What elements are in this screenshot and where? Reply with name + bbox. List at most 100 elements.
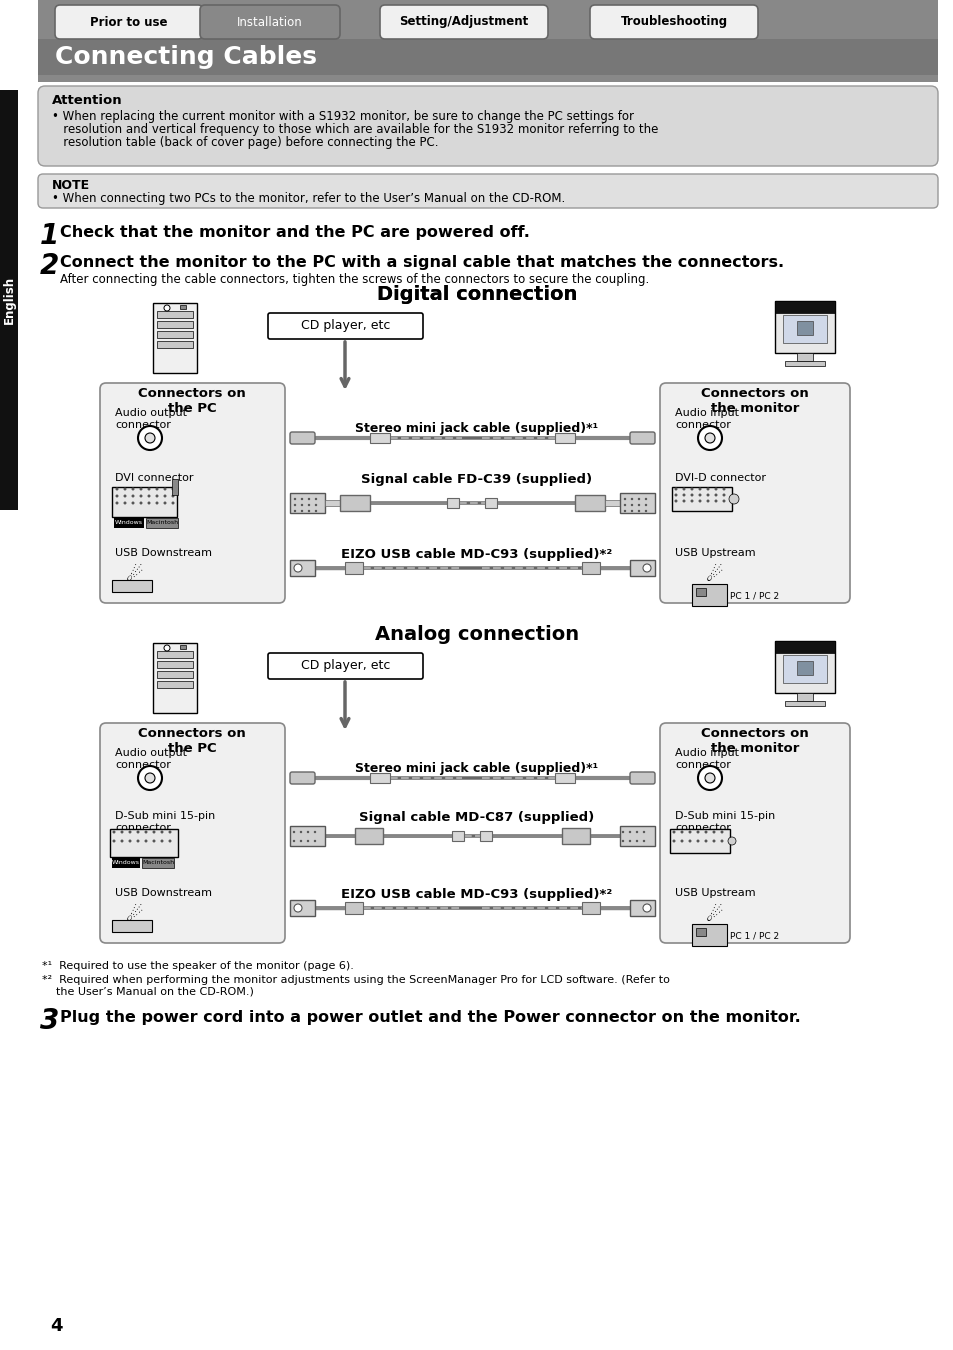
Circle shape [129, 840, 132, 842]
Circle shape [720, 830, 722, 833]
Text: Audio input
connector: Audio input connector [675, 408, 739, 429]
Text: Plug the power cord into a power outlet and the Power connector on the monitor.: Plug the power cord into a power outlet … [60, 1010, 800, 1025]
Circle shape [152, 840, 155, 842]
Text: DVI connector: DVI connector [115, 472, 193, 483]
Bar [479, 832, 492, 841]
Text: Signal cable MD-C87 (supplied): Signal cable MD-C87 (supplied) [359, 811, 594, 824]
Circle shape [690, 500, 693, 502]
FancyBboxPatch shape [290, 432, 314, 444]
Text: Analog connection: Analog connection [375, 625, 578, 644]
Text: resolution and vertical frequency to those which are available for the S1932 mon: resolution and vertical frequency to tho… [52, 123, 658, 136]
Circle shape [136, 830, 139, 833]
Bar [370, 774, 390, 783]
Circle shape [690, 494, 693, 497]
Text: Connecting Cables: Connecting Cables [55, 45, 316, 69]
Bar [180, 305, 186, 309]
Circle shape [642, 904, 650, 913]
FancyBboxPatch shape [268, 653, 422, 679]
Bar [355, 828, 382, 844]
Circle shape [644, 510, 646, 512]
Bar [172, 479, 178, 495]
Circle shape [696, 840, 699, 842]
Text: CD player, etc: CD player, etc [300, 660, 390, 672]
Circle shape [139, 487, 142, 490]
Circle shape [681, 494, 685, 497]
Text: Connectors on
the monitor: Connectors on the monitor [700, 387, 808, 414]
Bar [555, 433, 575, 443]
FancyBboxPatch shape [659, 724, 849, 944]
Bar [157, 651, 193, 657]
Text: *²  Required when performing the monitor adjustments using the ScreenManager Pro: *² Required when performing the monitor … [42, 975, 669, 985]
Bar [290, 560, 314, 576]
Circle shape [172, 494, 174, 498]
Text: Stereo mini jack cable (supplied)*¹: Stereo mini jack cable (supplied)*¹ [355, 423, 598, 435]
Text: CD player, etc: CD player, etc [300, 320, 390, 332]
Circle shape [672, 830, 675, 833]
Text: D-Sub mini 15-pin
connector: D-Sub mini 15-pin connector [115, 811, 215, 833]
Bar [142, 859, 173, 868]
Bar [796, 321, 812, 335]
Circle shape [644, 498, 646, 501]
Circle shape [169, 830, 172, 833]
Circle shape [712, 830, 715, 833]
Text: After connecting the cable connectors, tighten the screws of the connectors to s: After connecting the cable connectors, t… [60, 273, 649, 286]
Circle shape [698, 494, 700, 497]
Circle shape [120, 840, 123, 842]
Circle shape [674, 487, 677, 490]
Bar [110, 829, 178, 857]
Circle shape [293, 840, 294, 842]
Bar [671, 487, 731, 512]
Circle shape [294, 498, 295, 501]
Text: USB Downstream: USB Downstream [115, 548, 212, 558]
Bar [157, 680, 193, 688]
Circle shape [638, 510, 639, 512]
Bar [112, 580, 152, 593]
Text: Digital connection: Digital connection [376, 285, 577, 304]
Circle shape [714, 494, 717, 497]
Bar [152, 302, 196, 373]
Circle shape [628, 830, 631, 833]
Circle shape [120, 830, 123, 833]
FancyBboxPatch shape [659, 383, 849, 603]
Bar [555, 774, 575, 783]
Circle shape [308, 510, 310, 512]
Text: Audio output
connector: Audio output connector [115, 408, 187, 429]
Bar [629, 560, 655, 576]
Text: English: English [3, 275, 15, 324]
Text: Connect the monitor to the PC with a signal cable that matches the connectors.: Connect the monitor to the PC with a sig… [60, 255, 783, 270]
Bar [146, 518, 178, 528]
Circle shape [132, 487, 134, 490]
Bar [0, 90, 18, 510]
Bar [112, 859, 140, 868]
Text: USB Upstream: USB Upstream [675, 548, 755, 558]
Circle shape [696, 830, 699, 833]
Circle shape [123, 487, 127, 490]
Text: ☄: ☄ [705, 566, 723, 585]
Circle shape [129, 830, 132, 833]
Bar [796, 693, 812, 701]
Circle shape [314, 840, 315, 842]
Circle shape [307, 830, 309, 833]
Circle shape [704, 774, 714, 783]
Circle shape [145, 433, 154, 443]
FancyBboxPatch shape [629, 772, 655, 784]
Text: PC 1 / PC 2: PC 1 / PC 2 [730, 591, 779, 601]
Bar [290, 826, 325, 846]
Bar [691, 585, 726, 606]
Circle shape [163, 494, 167, 498]
Circle shape [642, 564, 650, 572]
Text: 1: 1 [40, 221, 59, 250]
Circle shape [688, 840, 691, 842]
Bar [669, 829, 729, 853]
Text: Audio input
connector: Audio input connector [675, 748, 739, 770]
Circle shape [721, 494, 724, 497]
Circle shape [138, 765, 162, 790]
FancyBboxPatch shape [100, 383, 285, 603]
Circle shape [163, 487, 167, 490]
FancyBboxPatch shape [379, 5, 547, 39]
Circle shape [294, 504, 295, 506]
Circle shape [164, 305, 170, 310]
FancyBboxPatch shape [589, 5, 758, 39]
Circle shape [144, 830, 148, 833]
Bar [796, 352, 812, 360]
